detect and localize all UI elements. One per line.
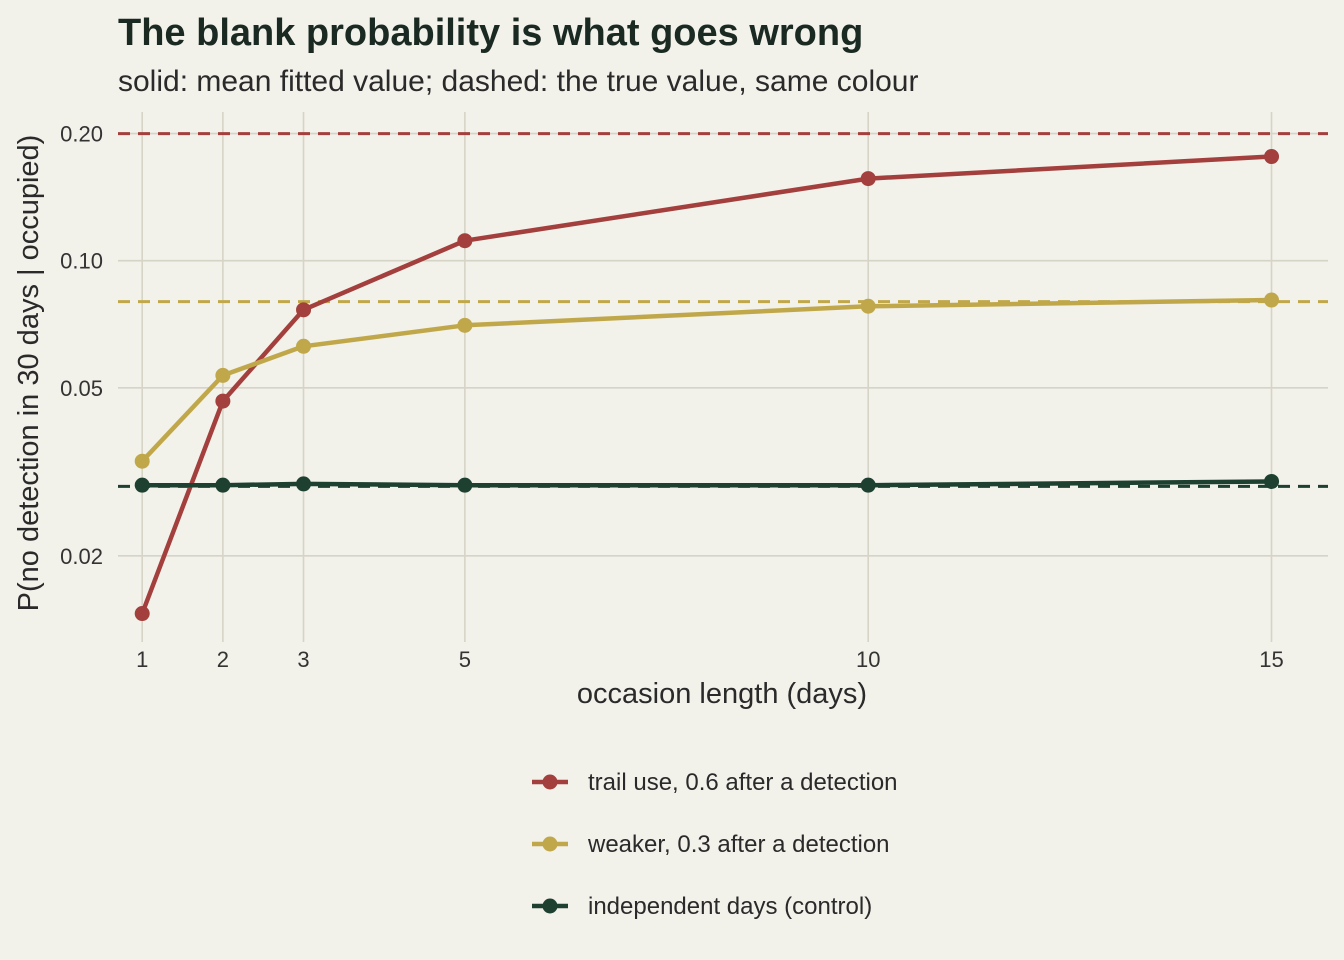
data-point <box>860 477 876 493</box>
data-point <box>134 453 150 469</box>
legend-label: weaker, 0.3 after a detection <box>587 831 890 858</box>
x-axis-label: occasion length (days) <box>577 678 867 710</box>
data-point <box>296 338 312 354</box>
data-point <box>860 298 876 314</box>
x-tick-label: 5 <box>459 647 471 672</box>
chart-subtitle: solid: mean fitted value; dashed: the tr… <box>118 65 918 98</box>
data-point <box>215 393 231 409</box>
legend: trail use, 0.6 after a detection weaker, … <box>532 769 898 920</box>
grid <box>118 112 1328 642</box>
y-tick-label: 0.20 <box>60 122 103 147</box>
data-point <box>215 477 231 493</box>
data-point <box>134 606 150 622</box>
y-axis-label: P(no detection in 30 days | occupied) <box>13 135 45 612</box>
legend-label: independent days (control) <box>588 893 872 920</box>
legend-marker <box>542 774 558 790</box>
legend-item: independent days (control) <box>532 893 872 920</box>
data-point <box>296 302 312 318</box>
data-point <box>1264 149 1280 165</box>
x-tick-label: 1 <box>136 647 148 672</box>
data-point <box>457 477 473 493</box>
legend-marker <box>542 836 558 852</box>
data-point <box>457 317 473 333</box>
data-point <box>1264 473 1280 489</box>
data-point <box>296 476 312 492</box>
legend-item: trail use, 0.6 after a detection <box>532 769 898 796</box>
data-point <box>1264 292 1280 308</box>
series <box>134 473 1280 493</box>
x-tick-label: 10 <box>856 647 880 672</box>
data-point <box>134 477 150 493</box>
series-lines <box>134 149 1280 622</box>
chart-title: The blank probability is what goes wrong <box>118 12 863 54</box>
series-line <box>140 297 1272 463</box>
data-point <box>860 171 876 187</box>
x-tick-label: 2 <box>217 647 229 672</box>
legend-item: weaker, 0.3 after a detection <box>532 831 890 858</box>
series-line <box>140 154 1272 615</box>
x-tick-label: 15 <box>1259 647 1283 672</box>
x-tick-labels: 1 2 3 5 10 15 <box>136 647 1284 672</box>
y-tick-label: 0.05 <box>60 376 103 401</box>
y-tick-labels: 0.02 0.05 0.10 0.20 <box>60 122 103 569</box>
data-point <box>215 367 231 383</box>
x-tick-label: 3 <box>297 647 309 672</box>
series <box>134 292 1280 469</box>
legend-marker <box>542 898 558 914</box>
legend-label: trail use, 0.6 after a detection <box>588 769 898 796</box>
data-point <box>457 233 473 249</box>
y-tick-label: 0.02 <box>60 544 103 569</box>
y-tick-label: 0.10 <box>60 249 103 274</box>
series-line <box>142 479 1272 488</box>
series <box>134 149 1280 622</box>
